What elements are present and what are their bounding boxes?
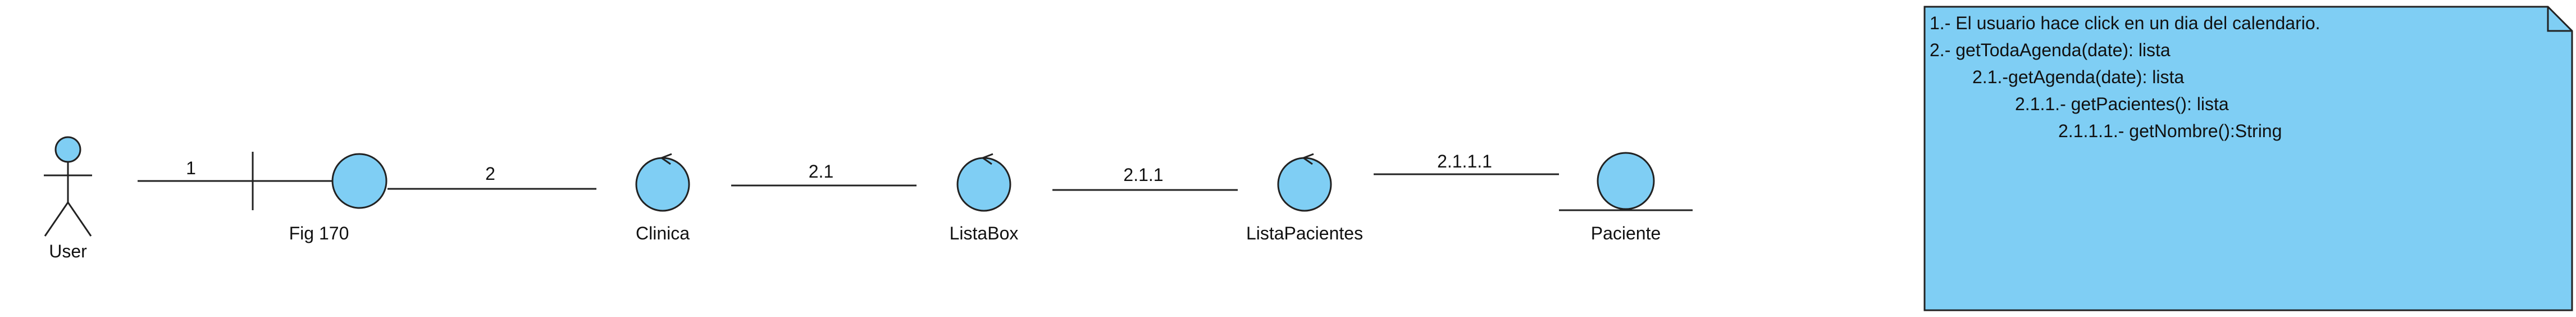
object-paciente[interactable]: Paciente [1559,152,1693,243]
object-label-fig170: Fig 170 [289,223,349,243]
link-label-1: 1 [186,158,196,178]
object-label-listapacientes: ListaPacientes [1246,223,1363,243]
link-listabox-listapacientes[interactable]: 2.1.1 [1052,165,1238,191]
note[interactable]: 1.- El usuario hace click en un dia del … [1923,6,2573,311]
object-clinica[interactable]: Clinica [635,153,690,243]
actor-user[interactable]: User [44,136,92,261]
link-fig170-clinica[interactable]: 2 [387,164,596,190]
link-label-2-1-1-1: 2.1.1.1 [1437,151,1492,171]
link-label-2-1: 2.1 [809,161,833,182]
object-fig170[interactable]: Fig 170 [252,152,387,243]
object-label-listabox: ListaBox [950,223,1019,243]
link-label-2: 2 [485,164,495,184]
object-listabox[interactable]: ListaBox [950,153,1019,243]
link-listapacientes-paciente[interactable]: 2.1.1.1 [1374,151,1559,175]
link-clinica-listabox[interactable]: 2.1 [731,161,917,187]
control-icon [635,153,690,212]
note-line: 2.- getTodaAgenda(date): lista [1930,40,2171,60]
object-label-clinica: Clinica [636,223,690,243]
control-icon [1277,153,1332,212]
object-label-paciente: Paciente [1591,223,1661,243]
actor-label: User [49,241,87,261]
entity-icon [1559,152,1693,211]
boundary-icon [252,152,387,210]
link-user-fig170[interactable]: 1 [138,158,334,182]
note-line: 2.1.1.1.- getNombre():String [2058,121,2282,141]
control-icon [956,153,1011,212]
note-line: 2.1.1.- getPacientes(): lista [2015,94,2229,114]
note-line: 2.1.-getAgenda(date): lista [1972,67,2184,87]
object-listapacientes[interactable]: ListaPacientes [1246,153,1363,243]
actor-stick-figure-icon [44,136,92,237]
link-label-2-1-1: 2.1.1 [1123,165,1163,185]
note-line: 1.- El usuario hace click en un dia del … [1930,13,2320,33]
